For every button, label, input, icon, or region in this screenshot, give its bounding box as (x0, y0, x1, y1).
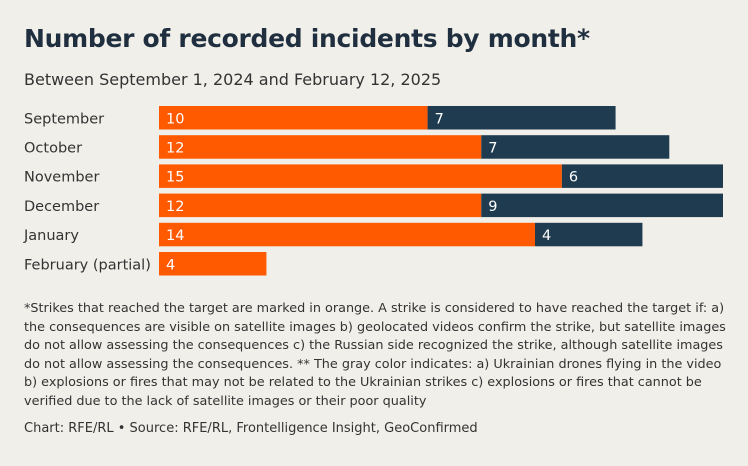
bar-segment (159, 193, 482, 218)
bar-segment (427, 106, 616, 130)
category-label: October (24, 140, 82, 156)
data-label: 15 (166, 170, 184, 186)
bar-segment (159, 164, 562, 188)
stacked-bar-chart: September 10 7 October 12 7 November 15 6 Decembe… (23, 106, 723, 276)
bar-segment (159, 106, 428, 130)
bar-segment (159, 135, 482, 159)
bar-segment (159, 222, 535, 247)
bar-segment (159, 252, 267, 276)
category-label: November (24, 170, 99, 186)
category-label: September (24, 111, 104, 127)
category-label: December (24, 199, 99, 215)
data-label: 7 (488, 140, 497, 156)
bar-segment (535, 222, 643, 247)
data-label: 12 (166, 140, 184, 156)
chart-subtitle: Between September 1, 2024 and February 1… (24, 70, 442, 89)
data-label: 4 (166, 257, 175, 273)
category-label: January (23, 228, 79, 244)
data-label: 10 (166, 111, 184, 127)
chart-source: Chart: RFE/RL • Source: RFE/RL, Frontell… (24, 421, 478, 436)
data-label: 14 (166, 228, 184, 244)
bar-segment (481, 135, 670, 159)
data-label: 4 (542, 228, 551, 244)
chart-title: Number of recorded incidents by month* (24, 24, 590, 53)
chart-footnote: *Strikes that reached the target are mar… (24, 301, 726, 409)
data-label: 9 (488, 199, 497, 215)
data-label: 12 (166, 199, 184, 215)
data-label: 6 (569, 170, 578, 186)
category-label: February (partial) (24, 257, 151, 273)
bar-segment (561, 164, 723, 188)
data-label: 7 (435, 111, 444, 127)
bar-segment (481, 193, 723, 218)
